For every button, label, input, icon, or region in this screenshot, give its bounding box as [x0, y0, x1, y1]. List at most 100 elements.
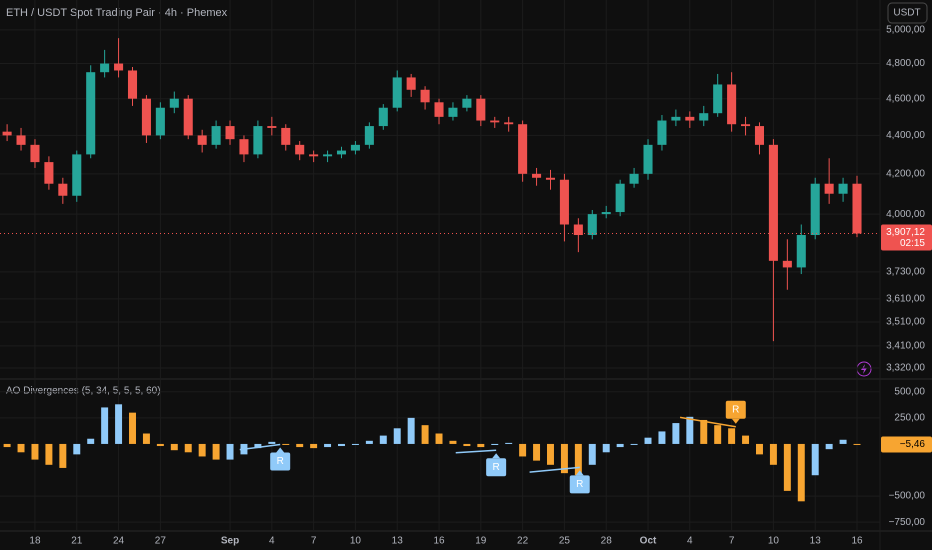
x-tick-label: 27	[155, 536, 167, 547]
histogram-bar	[73, 443, 81, 455]
histogram-bar	[783, 443, 791, 491]
x-tick-label: 21	[71, 536, 83, 547]
histogram-bar	[324, 443, 332, 448]
candle-body	[601, 212, 611, 215]
x-tick-label: 13	[810, 536, 822, 547]
histogram-bar	[379, 435, 387, 444]
x-tick-label: 13	[392, 536, 404, 547]
x-tick-label: 16	[433, 536, 445, 547]
y-tick-label: 4,400,00	[886, 130, 925, 141]
histogram-bar	[87, 438, 95, 444]
candle-body	[727, 84, 737, 125]
x-tick-label: Sep	[221, 536, 239, 547]
y-tick-label: 3,510,00	[886, 317, 925, 328]
candle-body	[545, 177, 556, 180]
candle-body	[86, 72, 96, 155]
last-value-label: −5,46	[900, 439, 926, 450]
candle-body	[434, 102, 444, 117]
y-tick-label: −500,00	[889, 491, 926, 502]
candle-body	[671, 116, 681, 121]
histogram-bar	[755, 443, 763, 455]
candle-body	[476, 98, 486, 121]
candle-body	[141, 98, 151, 136]
histogram-bar	[226, 443, 234, 460]
candle-body	[392, 77, 402, 108]
y-tick-label: 3,730,00	[886, 266, 925, 277]
histogram-bar	[491, 443, 499, 445]
divergence-line	[529, 466, 580, 473]
candle-body	[2, 131, 12, 136]
histogram-bar	[407, 417, 415, 444]
candle-body	[810, 183, 820, 236]
divergence-tag-arrow	[575, 470, 584, 476]
candle-body	[782, 260, 792, 268]
x-tick-label: Oct	[640, 536, 657, 547]
candle-body	[406, 77, 416, 90]
histogram-bar	[101, 407, 109, 444]
histogram-bar	[142, 433, 150, 444]
histogram-bar	[129, 412, 136, 444]
histogram-bar	[519, 443, 527, 457]
candle-body	[699, 113, 709, 121]
chart-title: ETH / USDT Spot Trading Pair · 4h · Phem…	[6, 7, 228, 19]
histogram-bar	[156, 443, 164, 447]
x-tick-label: 19	[475, 536, 487, 547]
histogram-bar	[338, 443, 345, 447]
histogram-bar	[825, 443, 833, 450]
histogram-bar	[435, 433, 443, 444]
histogram-bar	[769, 443, 777, 465]
candle-body	[127, 70, 138, 99]
candle-body	[643, 144, 653, 174]
histogram-bar	[365, 440, 373, 444]
candle-body	[838, 183, 848, 194]
divergence-label: R	[732, 404, 739, 415]
candle-body	[72, 154, 82, 196]
divergence-tag-arrow	[492, 453, 501, 459]
candle-body	[518, 124, 528, 174]
histogram-bar	[282, 443, 290, 445]
candle-body	[225, 126, 235, 140]
x-tick-label: 24	[113, 536, 125, 547]
divergence-label: R	[277, 456, 284, 467]
histogram-bar	[59, 443, 67, 468]
currency-button[interactable]	[887, 2, 928, 24]
candle-body	[30, 144, 40, 163]
x-tick-label: 25	[559, 536, 571, 547]
y-tick-label: 5,000,00	[886, 24, 925, 35]
countdown-label: 02:15	[900, 238, 925, 249]
candle-body	[309, 154, 319, 157]
divergence-label: R	[493, 462, 500, 473]
y-tick-label: 3,320,00	[886, 363, 925, 374]
histogram-bar	[268, 441, 276, 444]
histogram-bar	[839, 439, 847, 444]
histogram-bar	[853, 443, 861, 445]
histogram-bar	[560, 443, 568, 474]
y-tick-label: 500,00	[894, 386, 925, 397]
histogram-bar	[449, 440, 457, 444]
histogram-bar	[714, 425, 722, 444]
candle-body	[281, 127, 291, 145]
y-tick-label: 4,000,00	[886, 209, 925, 220]
candle-body	[573, 224, 583, 236]
histogram-bar	[351, 443, 359, 445]
candle-body	[490, 120, 500, 123]
divergence-tag	[270, 452, 291, 471]
divergence-tag-arrow	[276, 447, 285, 453]
currency-label[interactable]: USDT	[893, 8, 920, 19]
histogram-bar	[393, 428, 401, 444]
divergence-tag	[569, 475, 590, 494]
histogram-bar	[505, 442, 513, 444]
divergence-tag	[725, 400, 746, 419]
histogram-bar	[728, 428, 736, 444]
candle-body	[253, 126, 263, 155]
candle-body	[754, 126, 765, 145]
x-tick-label: 10	[768, 536, 780, 547]
candle-body	[824, 183, 834, 194]
x-tick-label: 4	[269, 536, 275, 547]
candle-body	[713, 84, 723, 114]
histogram-bar	[17, 443, 25, 453]
candle-body	[559, 179, 569, 225]
histogram-bar	[198, 443, 206, 457]
divergence-tag-arrow	[731, 418, 740, 424]
